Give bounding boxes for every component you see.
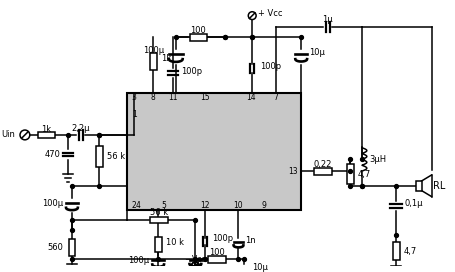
Text: 3: 3: [131, 93, 136, 102]
Bar: [313, 168, 331, 175]
Text: 56 k: 56 k: [107, 152, 125, 161]
Text: 100μ: 100μ: [142, 46, 164, 55]
Text: 7: 7: [273, 93, 278, 102]
Bar: [415, 181, 421, 191]
Text: 100: 100: [190, 26, 206, 35]
Bar: [68, 239, 75, 256]
Text: 0,22: 0,22: [313, 160, 331, 169]
Bar: [96, 146, 102, 167]
Text: 15: 15: [200, 93, 210, 102]
Text: 100p: 100p: [212, 234, 233, 243]
Text: ─ Vcc: ─ Vcc: [185, 255, 205, 264]
Text: 100p: 100p: [259, 62, 281, 71]
Text: 4,7: 4,7: [403, 247, 416, 256]
Text: 14: 14: [246, 93, 255, 102]
Text: + Vcc: + Vcc: [258, 9, 282, 18]
Text: 56 k: 56 k: [150, 208, 168, 217]
Text: 560: 560: [47, 243, 63, 252]
Text: 100μ: 100μ: [42, 199, 63, 208]
Text: 100μ: 100μ: [128, 256, 149, 265]
Bar: [189, 34, 207, 41]
Text: 1n: 1n: [245, 236, 255, 245]
Text: 10 k: 10 k: [166, 238, 183, 247]
Bar: [150, 53, 157, 70]
Bar: [207, 256, 225, 262]
Text: RL: RL: [433, 181, 445, 191]
Text: 9: 9: [261, 201, 266, 210]
Text: 1μ: 1μ: [322, 15, 332, 24]
Text: 2,2μ: 2,2μ: [71, 123, 90, 132]
Text: 13: 13: [288, 167, 298, 176]
Text: 1k: 1k: [41, 125, 51, 134]
Bar: [392, 243, 399, 260]
Text: 1: 1: [132, 110, 136, 119]
Text: 1k: 1k: [161, 54, 171, 63]
Bar: [154, 237, 161, 252]
Text: 8: 8: [151, 93, 155, 102]
Text: 10: 10: [233, 201, 243, 210]
Text: 10μ: 10μ: [308, 48, 324, 57]
Text: 470: 470: [44, 150, 60, 159]
Text: 4,7: 4,7: [357, 169, 370, 178]
Text: 3μH: 3μH: [369, 155, 386, 164]
Bar: [346, 164, 353, 184]
Text: 2: 2: [131, 201, 136, 210]
Text: Uin: Uin: [1, 131, 15, 140]
Text: 11: 11: [168, 93, 177, 102]
Text: 5: 5: [161, 201, 166, 210]
Bar: [150, 217, 167, 223]
Bar: [126, 93, 301, 210]
Text: 100: 100: [208, 248, 224, 257]
Text: 0,1μ: 0,1μ: [403, 199, 422, 208]
Text: 100p: 100p: [180, 67, 202, 76]
Text: 4: 4: [135, 201, 140, 210]
Text: 10μ: 10μ: [252, 263, 268, 272]
Text: 12: 12: [200, 201, 209, 210]
Bar: [38, 132, 55, 138]
